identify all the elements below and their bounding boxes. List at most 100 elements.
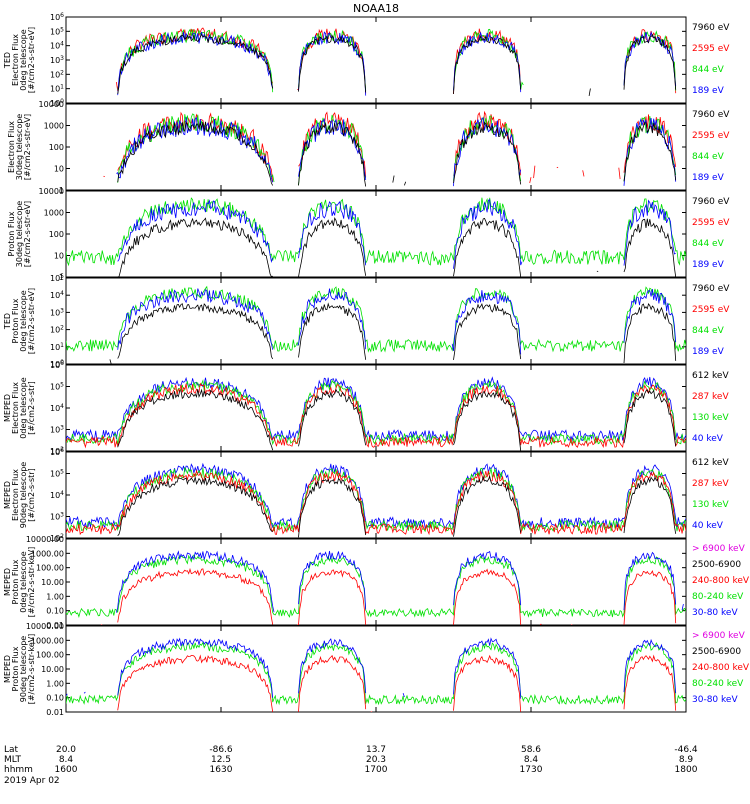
y-tick-label: 10000 (39, 100, 64, 109)
y-axis-label-line: Electron Flux (7, 121, 16, 173)
traces (103, 110, 685, 187)
y-tick-label: 103 (50, 425, 64, 435)
panel-meped-proton-90deg: 0.01 0.10 1.00 10.00 100.00 1000.00 10000.00 ME… (3, 622, 750, 717)
series-trace-black (118, 122, 685, 187)
y-axis-label-line: TED (3, 52, 12, 69)
legend-entry: 2500-6900 (692, 560, 741, 570)
x-axis-group: Lat MLT hhmm 20.08.41600-86.612.5163013.… (4, 745, 698, 775)
series-trace-black (117, 217, 677, 277)
date-label: 2019 Apr 02 (4, 776, 60, 786)
series-trace-green (118, 114, 679, 185)
x-tick-label-lat: 58.6 (521, 745, 541, 755)
panel-meped-electron-90deg: 102 103 104 105 106 MEPED Electron Flux 90deg t… (3, 447, 729, 543)
y-tick-label: 1000.00 (31, 549, 64, 558)
y-tick-label: 103 (50, 55, 64, 65)
series-trace-green (66, 466, 686, 533)
y-axis-label-line: Electron Flux (11, 34, 20, 86)
legend-entry: 40 keV (692, 434, 724, 444)
y-tick-label: 104 (50, 490, 64, 500)
panel-frame (65, 364, 687, 452)
y-axis-label-line: [#/cm2-s-str-eV] (27, 27, 36, 93)
x-tick-label-mlt: 8.4 (59, 755, 74, 765)
legend-entry: 844 eV (692, 65, 725, 75)
y-tick-label: 104 (50, 41, 64, 51)
y-tick-label: 100 (49, 230, 64, 239)
y-axis-label-line: [#/cm2-s-str-eV] (23, 114, 32, 180)
traces (116, 27, 679, 96)
y-tick-label: 101 (50, 342, 64, 352)
legend-entry: 30-80 keV (692, 608, 738, 618)
legend-entry: 130 keV (692, 413, 729, 423)
panel-ted-electron-0deg: 100 101 102 103 104 105 106 TED Electron Flux 0de… (3, 12, 730, 108)
x-tick-label-lat: -46.4 (674, 745, 698, 755)
panel-ted-proton-30deg: 1 10 100 1000 10000 Proton Flux 30deg telescop… (7, 187, 730, 282)
legend-entry: 7960 eV (692, 197, 730, 207)
series-trace-green (66, 554, 686, 618)
panel-ted-proton-0deg: 100 101 102 103 104 105 TED Proton Flux 0deg tel… (3, 273, 730, 369)
y-tick-label: 105 (50, 469, 64, 479)
y-tick-label: 105 (50, 26, 64, 36)
legend-entry: 189 eV (692, 86, 725, 96)
y-tick-label: 1000 (44, 122, 64, 131)
xaxis-row-label-lat: Lat (4, 745, 19, 755)
legend-entry: 287 keV (692, 392, 729, 402)
legend-entry: 80-240 keV (692, 679, 744, 689)
y-tick-label: 102 (50, 446, 64, 456)
y-axis-label-line: 90deg telescope (19, 462, 28, 529)
y-tick-label: 0.01 (46, 621, 64, 630)
y-tick-label: 0.10 (46, 694, 64, 703)
y-axis-label-line: [#/cm2-s-str-keV] (27, 634, 36, 705)
traces (66, 637, 686, 712)
x-tick-label-lat: 20.0 (56, 745, 76, 755)
y-axis-label-line: TED (3, 313, 12, 330)
y-axis-label-line: [#/cm2-s-str] (27, 381, 36, 434)
y-tick-label: 1 (59, 186, 64, 195)
series-trace-red (66, 469, 686, 536)
y-axis-label-line: 0deg telescope (19, 29, 28, 90)
x-tick-label-hhmm: 1730 (520, 765, 543, 775)
y-tick-label: 104 (50, 403, 64, 413)
legend-entry: 7960 eV (692, 110, 730, 120)
y-tick-label: 10.00 (41, 665, 64, 674)
y-axis-label-line: 0deg telescope (19, 290, 28, 351)
y-axis-label-line: [#/cm2-s-str-eV] (23, 201, 32, 267)
x-tick-label-lat: 13.7 (366, 745, 386, 755)
series-trace-green (66, 379, 686, 446)
y-tick-label: 106 (50, 447, 64, 457)
y-tick-label: 100 (50, 98, 64, 108)
panel-frame (65, 538, 687, 626)
y-tick-label: 103 (50, 512, 64, 522)
y-axis-label-line: 90deg telescope (19, 636, 28, 703)
panel-frame (65, 16, 687, 104)
legend-entry: 80-240 keV (692, 592, 744, 602)
x-tick-labels: 20.08.41600-86.612.5163013.720.3170058.6… (55, 745, 698, 775)
legend-entry: 189 eV (692, 260, 725, 270)
traces (66, 285, 686, 364)
series-trace-black (117, 475, 677, 538)
y-axis-label-line: Proton Flux (11, 646, 20, 691)
legend-entry: 7960 eV (692, 284, 730, 294)
legend-entry: 130 keV (692, 500, 729, 510)
y-axis-label-line: 0deg telescope (19, 377, 28, 438)
y-axis-label-line: Electron Flux (11, 469, 20, 521)
series-trace-green (66, 641, 686, 706)
series-trace-blue (117, 199, 676, 269)
series-trace-blue (117, 288, 677, 355)
panel-frame (65, 103, 687, 191)
series-trace-black (118, 34, 679, 96)
y-axis-label-line: MEPED (3, 394, 12, 422)
y-axis-label-line: 30deg telescope (15, 201, 24, 268)
y-tick-label: 100 (49, 143, 64, 152)
legend-entry: 844 eV (692, 152, 725, 162)
legend-entry: 612 keV (692, 458, 729, 468)
legend-entry: 30-80 keV (692, 695, 738, 705)
legend-entry: 40 keV (692, 521, 724, 531)
x-tick-label-hhmm: 1630 (210, 765, 233, 775)
x-tick-label-mlt: 8.4 (524, 755, 539, 765)
panel-meped-proton-0deg: 0.01 0.10 1.00 10.00 100.00 1000.00 10000.00 ME… (3, 535, 750, 630)
y-axis-label-line: Proton Flux (7, 211, 16, 256)
y-axis-label-line: [#/cm2-s-str] (27, 468, 36, 521)
legend-entry: 2595 eV (692, 305, 730, 315)
